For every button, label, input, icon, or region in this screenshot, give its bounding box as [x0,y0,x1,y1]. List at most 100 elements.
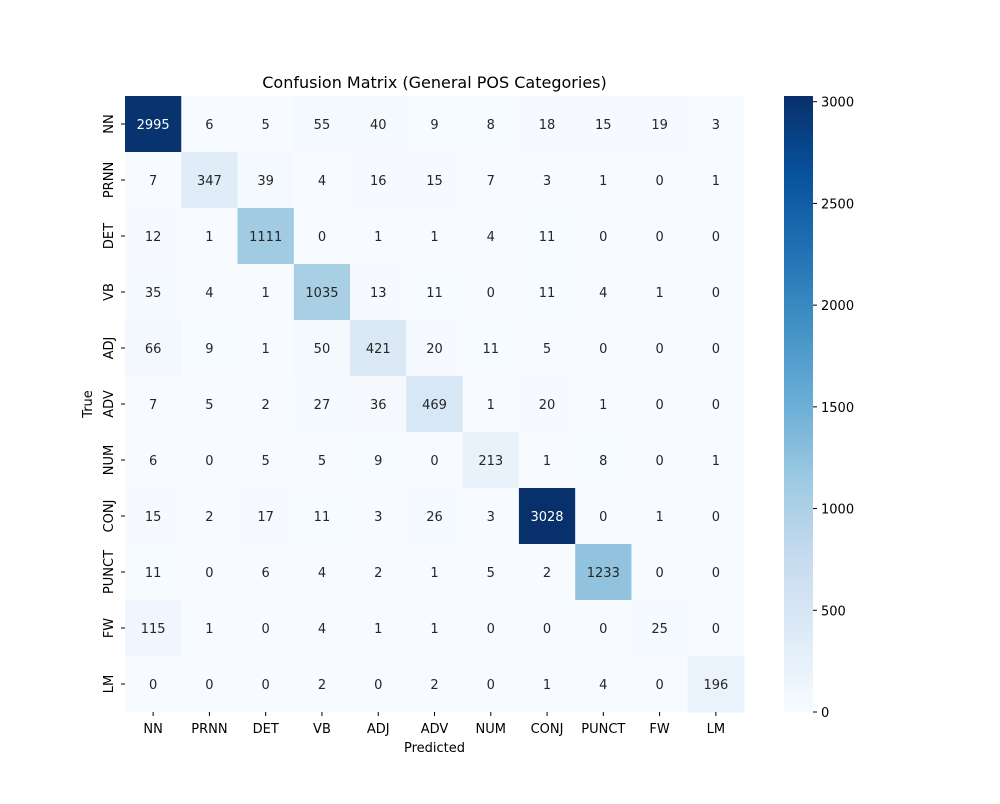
colorbar-tick-label: 3000 [821,96,854,111]
x-tick-label: CONJ [531,722,564,737]
heatmap-cell [631,488,689,545]
cell-value-label: 7 [149,174,157,189]
cell-value-label: 2 [374,566,382,581]
heatmap-cell [350,376,407,433]
cell-value-label: 15 [595,118,612,133]
cell-value-label: 0 [205,566,213,581]
heatmap-cell [687,96,745,153]
cell-value-label: 0 [149,678,157,693]
y-tick-label: NN [102,114,117,133]
heatmap-cell [462,656,520,713]
cell-value-label: 26 [426,510,443,525]
heatmap-cell [350,96,407,153]
cell-value-label: 6 [149,454,157,469]
cell-value-label: 1035 [305,286,338,301]
heatmap-cell [518,432,576,489]
heatmap-cell [631,208,689,265]
colorbar-tick-label: 1500 [821,401,854,416]
heatmap-cell [125,96,182,153]
cell-value-label: 0 [712,342,720,357]
heatmap-cell [181,376,239,433]
cell-value-label: 0 [712,286,720,301]
heatmap-cell [575,152,632,209]
heatmap-cell [687,264,745,321]
cell-value-label: 196 [703,678,728,693]
cell-value-label: 18 [539,118,556,133]
x-tick-label: ADJ [367,722,390,737]
heatmap-cells [125,96,745,713]
heatmap-cell [575,264,632,321]
cell-value-label: 5 [262,118,270,133]
cell-value-label: 15 [145,510,162,525]
heatmap-cell [406,152,464,209]
cell-value-label: 1 [205,230,213,245]
cell-value-label: 6 [205,118,213,133]
heatmap-cell [181,96,239,153]
heatmap-cell [518,376,576,433]
heatmap-cell [406,600,464,657]
heatmap-cell [125,376,182,433]
cell-value-label: 0 [599,230,607,245]
y-tick-label: LM [102,675,117,693]
heatmap-cell [125,208,182,265]
cell-value-label: 115 [141,622,166,637]
cell-value-label: 0 [205,454,213,469]
cell-value-label: 1 [205,622,213,637]
heatmap-cell [125,152,182,209]
heatmap-cell [181,208,239,265]
cell-value-label: 7 [149,398,157,413]
heatmap-cell [293,320,351,377]
cell-value-label: 0 [487,622,495,637]
heatmap-cell [687,208,745,265]
heatmap-cell [631,152,689,209]
cell-value-label: 11 [482,342,499,357]
heatmap-cell [181,544,239,601]
cell-value-label: 0 [599,510,607,525]
heatmap-cell [518,544,576,601]
cell-value-label: 17 [257,510,274,525]
heatmap-cell [125,432,182,489]
cell-value-label: 0 [712,566,720,581]
cell-value-label: 0 [712,398,720,413]
heatmap-cell [350,600,407,657]
y-tick-label: PRNN [102,162,117,198]
heatmap-cell [181,600,239,657]
cell-value-label: 0 [655,678,663,693]
heatmap-cell [237,544,295,601]
cell-value-label: 39 [257,174,274,189]
heatmap-cell [125,600,182,657]
heatmap-cell [575,320,632,377]
heatmap-cell [293,488,351,545]
cell-value-label: 25 [651,622,668,637]
heatmap-cell [293,96,351,153]
cell-value-label: 3 [543,174,551,189]
cell-value-label: 8 [599,454,607,469]
colorbar-tick-label: 2000 [821,299,854,314]
cell-value-label: 0 [655,566,663,581]
cell-value-label: 0 [712,622,720,637]
heatmap-cell [462,264,520,321]
heatmap-cell [350,152,407,209]
heatmap-cell [237,376,295,433]
cell-value-label: 0 [599,342,607,357]
y-tick-label: DET [102,223,117,249]
cell-value-label: 0 [655,454,663,469]
cell-value-label: 347 [197,174,222,189]
y-tick-label: ADJ [102,337,117,360]
heatmap-cell [293,208,351,265]
heatmap-cell [687,656,745,713]
cell-value-label: 0 [318,230,326,245]
chart-title: Confusion Matrix (General POS Categories… [262,73,606,92]
heatmap-cell [462,376,520,433]
heatmap-cell [125,656,182,713]
heatmap-cell [406,432,464,489]
heatmap-cell [293,656,351,713]
cell-value-label: 1 [430,566,438,581]
heatmap-cell [687,544,745,601]
cell-value-label: 36 [370,398,387,413]
x-axis-label: Predicted [404,741,465,756]
cell-value-label: 11 [539,286,556,301]
cell-value-label: 1111 [249,230,282,245]
cell-value-label: 0 [655,398,663,413]
heatmap-cell [350,432,407,489]
